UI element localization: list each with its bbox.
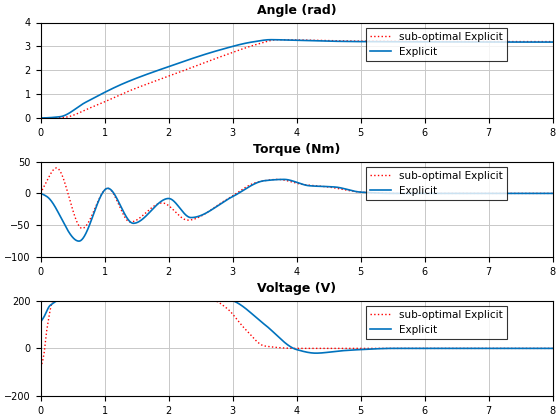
Legend: sub-optimal Explicit, Explicit: sub-optimal Explicit, Explicit — [366, 306, 507, 339]
sub-optimal Explicit — [441, 191, 448, 196]
Explicit — [273, 332, 279, 337]
Line: sub-optimal Explicit: sub-optimal Explicit — [40, 39, 553, 118]
sub-optimal Explicit — [441, 346, 447, 351]
sub-optimal Explicit — [273, 37, 279, 42]
sub-optimal Explicit — [78, 226, 85, 231]
sub-optimal Explicit — [287, 346, 293, 351]
sub-optimal Explicit — [287, 179, 293, 184]
Explicit — [535, 39, 542, 45]
sub-optimal Explicit — [535, 346, 542, 351]
Explicit — [535, 346, 542, 351]
Explicit — [441, 39, 447, 45]
sub-optimal Explicit — [50, 298, 57, 303]
Explicit — [549, 191, 556, 196]
Explicit — [63, 226, 70, 231]
sub-optimal Explicit — [549, 346, 556, 351]
Title: Voltage (V): Voltage (V) — [257, 282, 336, 295]
Explicit — [549, 39, 556, 45]
sub-optimal Explicit — [549, 39, 556, 44]
sub-optimal Explicit — [287, 37, 293, 42]
sub-optimal Explicit — [535, 346, 542, 351]
Explicit — [281, 177, 287, 182]
sub-optimal Explicit — [535, 39, 542, 44]
Explicit — [535, 191, 542, 196]
Explicit — [535, 346, 542, 351]
sub-optimal Explicit — [549, 191, 556, 196]
sub-optimal Explicit — [535, 39, 542, 44]
Explicit — [76, 239, 82, 244]
Explicit — [273, 37, 279, 42]
sub-optimal Explicit — [535, 191, 542, 196]
sub-optimal Explicit — [63, 115, 70, 120]
sub-optimal Explicit — [53, 165, 60, 171]
Explicit — [37, 191, 44, 196]
Explicit — [37, 116, 44, 121]
sub-optimal Explicit — [274, 37, 281, 42]
Explicit — [441, 346, 448, 351]
Explicit — [549, 346, 556, 351]
Explicit — [287, 178, 293, 183]
sub-optimal Explicit — [37, 191, 44, 196]
Explicit — [287, 344, 293, 349]
Title: Torque (Nm): Torque (Nm) — [253, 143, 340, 156]
Explicit — [287, 38, 293, 43]
Explicit — [441, 191, 448, 196]
Line: sub-optimal Explicit: sub-optimal Explicit — [40, 301, 553, 368]
Line: Explicit: Explicit — [40, 39, 553, 118]
Explicit — [69, 293, 76, 298]
Explicit — [273, 177, 279, 182]
sub-optimal Explicit — [273, 345, 279, 350]
Legend: sub-optimal Explicit, Explicit: sub-optimal Explicit, Explicit — [366, 28, 507, 61]
sub-optimal Explicit — [535, 191, 542, 196]
sub-optimal Explicit — [63, 298, 70, 303]
sub-optimal Explicit — [273, 177, 280, 182]
Explicit — [535, 39, 542, 45]
Title: Angle (rad): Angle (rad) — [257, 4, 337, 17]
Explicit — [268, 37, 274, 42]
Explicit — [37, 320, 44, 325]
Line: Explicit: Explicit — [40, 296, 553, 353]
Explicit — [312, 351, 319, 356]
sub-optimal Explicit — [63, 187, 70, 192]
Line: sub-optimal Explicit: sub-optimal Explicit — [40, 168, 553, 228]
Explicit — [63, 294, 70, 299]
Explicit — [535, 191, 542, 196]
Explicit — [63, 112, 70, 117]
sub-optimal Explicit — [37, 365, 44, 370]
Legend: sub-optimal Explicit, Explicit: sub-optimal Explicit, Explicit — [366, 167, 507, 200]
Line: Explicit: Explicit — [40, 179, 553, 241]
sub-optimal Explicit — [441, 39, 447, 44]
sub-optimal Explicit — [37, 116, 44, 121]
